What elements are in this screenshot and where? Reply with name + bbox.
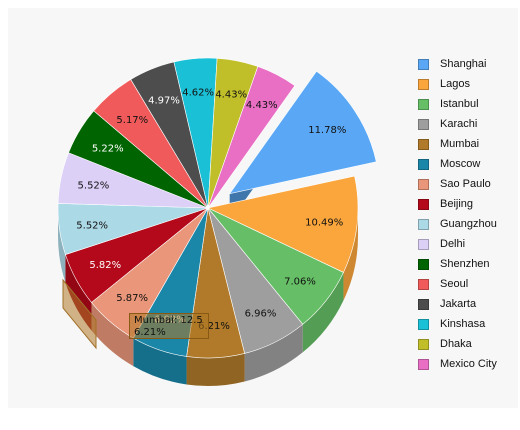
- pie-side-mumbai: [186, 353, 245, 387]
- slice-label-seoul: 5.17%: [116, 115, 148, 126]
- legend-swatch: [418, 238, 429, 250]
- pie-slice-mexico-city[interactable]: [207, 66, 296, 209]
- legend-item-dhaka[interactable]: Dhaka: [418, 334, 518, 354]
- legend: Shanghai Lagos Istanbul Karachi Mumbai Moscow…: [418, 54, 518, 374]
- slice-label-mexico-city: 4.43%: [246, 100, 278, 111]
- slice-label-istanbul: 7.06%: [284, 276, 316, 287]
- legend-label: Sao Paulo: [440, 178, 491, 190]
- legend-label: Shenzhen: [440, 258, 490, 270]
- legend-swatch: [418, 298, 429, 310]
- legend-swatch: [418, 358, 429, 370]
- slice-label-kinshasa: 4.62%: [182, 87, 214, 98]
- slice-label-sao-paulo: 5.87%: [116, 293, 148, 304]
- legend-label: Karachi: [440, 118, 478, 130]
- legend-item-beijing[interactable]: Beijing: [418, 194, 518, 214]
- legend-swatch: [418, 78, 429, 90]
- slice-label-lagos: 10.49%: [305, 217, 343, 228]
- pie-side-sao-paulo: [91, 302, 134, 367]
- legend-swatch: [418, 98, 429, 110]
- legend-label: Seoul: [440, 278, 469, 290]
- slice-label-jakarta: 4.97%: [148, 96, 180, 107]
- slice-label-beijing: 5.82%: [89, 260, 121, 271]
- legend-swatch: [418, 218, 429, 230]
- legend-label: Shanghai: [440, 58, 487, 70]
- legend-label: Mumbai: [440, 138, 480, 150]
- pie-side-moscow: [133, 338, 187, 385]
- legend-item-karachi[interactable]: Karachi: [418, 114, 518, 134]
- legend-item-shanghai[interactable]: Shanghai: [418, 54, 518, 74]
- legend-item-delhi[interactable]: Delhi: [418, 234, 518, 254]
- slice-label-shanghai: 11.78%: [308, 125, 346, 136]
- legend-item-shenzhen[interactable]: Shenzhen: [418, 254, 518, 274]
- tooltip-line-1: Mumbai: 12.5: [134, 315, 203, 326]
- legend-label: Mexico City: [440, 358, 497, 370]
- slice-label-guangzhou: 5.52%: [76, 221, 108, 232]
- legend-swatch: [418, 158, 429, 170]
- legend-item-kinshasa[interactable]: Kinshasa: [418, 314, 518, 334]
- legend-label: Moscow: [440, 158, 481, 170]
- legend-label: Kinshasa: [440, 318, 486, 330]
- legend-item-sao-paulo[interactable]: Sao Paulo: [418, 174, 518, 194]
- tooltip-line-2: 6.21%: [134, 327, 166, 338]
- pie-side-guangzhou: [58, 208, 66, 283]
- legend-label: Jakarta: [440, 298, 477, 310]
- pie-hover-ghost: [62, 278, 97, 350]
- legend-label: Delhi: [440, 238, 466, 250]
- legend-item-lagos[interactable]: Lagos: [418, 74, 518, 94]
- pie-side-istanbul: [302, 272, 344, 353]
- legend-item-jakarta[interactable]: Jakarta: [418, 294, 518, 314]
- legend-item-mumbai[interactable]: Mumbai: [418, 134, 518, 154]
- legend-item-seoul[interactable]: Seoul: [418, 274, 518, 294]
- pie-slice-lagos[interactable]: [207, 175, 359, 273]
- legend-label: Dhaka: [440, 338, 472, 350]
- slice-label-dhaka: 4.43%: [215, 89, 247, 100]
- slice-label-delhi: 5.52%: [78, 180, 110, 191]
- legend-swatch: [418, 278, 429, 290]
- legend-swatch: [418, 58, 429, 70]
- legend-swatch: [418, 318, 429, 330]
- slice-label-mumbai: 6.21%: [198, 321, 230, 332]
- legend-swatch: [418, 338, 429, 350]
- legend-item-istanbul[interactable]: Istanbul: [418, 94, 518, 114]
- legend-item-mexico-city[interactable]: Mexico City: [418, 354, 518, 374]
- pie-side-karachi: [244, 324, 303, 382]
- legend-label: Lagos: [440, 78, 470, 90]
- legend-swatch: [418, 198, 429, 210]
- legend-item-guangzhou[interactable]: Guangzhou: [418, 214, 518, 234]
- legend-swatch: [418, 258, 429, 270]
- pie-slice-shanghai[interactable]: [228, 70, 377, 195]
- legend-label: Guangzhou: [440, 218, 497, 230]
- legend-item-moscow[interactable]: Moscow: [418, 154, 518, 174]
- slice-label-karachi: 6.96%: [245, 309, 277, 320]
- chart-panel: 11.78%10.49%7.06%6.96%6.21%6.02%5.87%5.8…: [8, 8, 518, 408]
- slice-label-shenzhen: 5.22%: [92, 144, 124, 155]
- legend-swatch: [418, 138, 429, 150]
- legend-label: Beijing: [440, 198, 474, 210]
- legend-swatch: [418, 178, 429, 190]
- legend-swatch: [418, 118, 429, 130]
- tooltip: Mumbai: 12.5 6.21%: [129, 313, 209, 339]
- legend-label: Istanbul: [440, 98, 479, 110]
